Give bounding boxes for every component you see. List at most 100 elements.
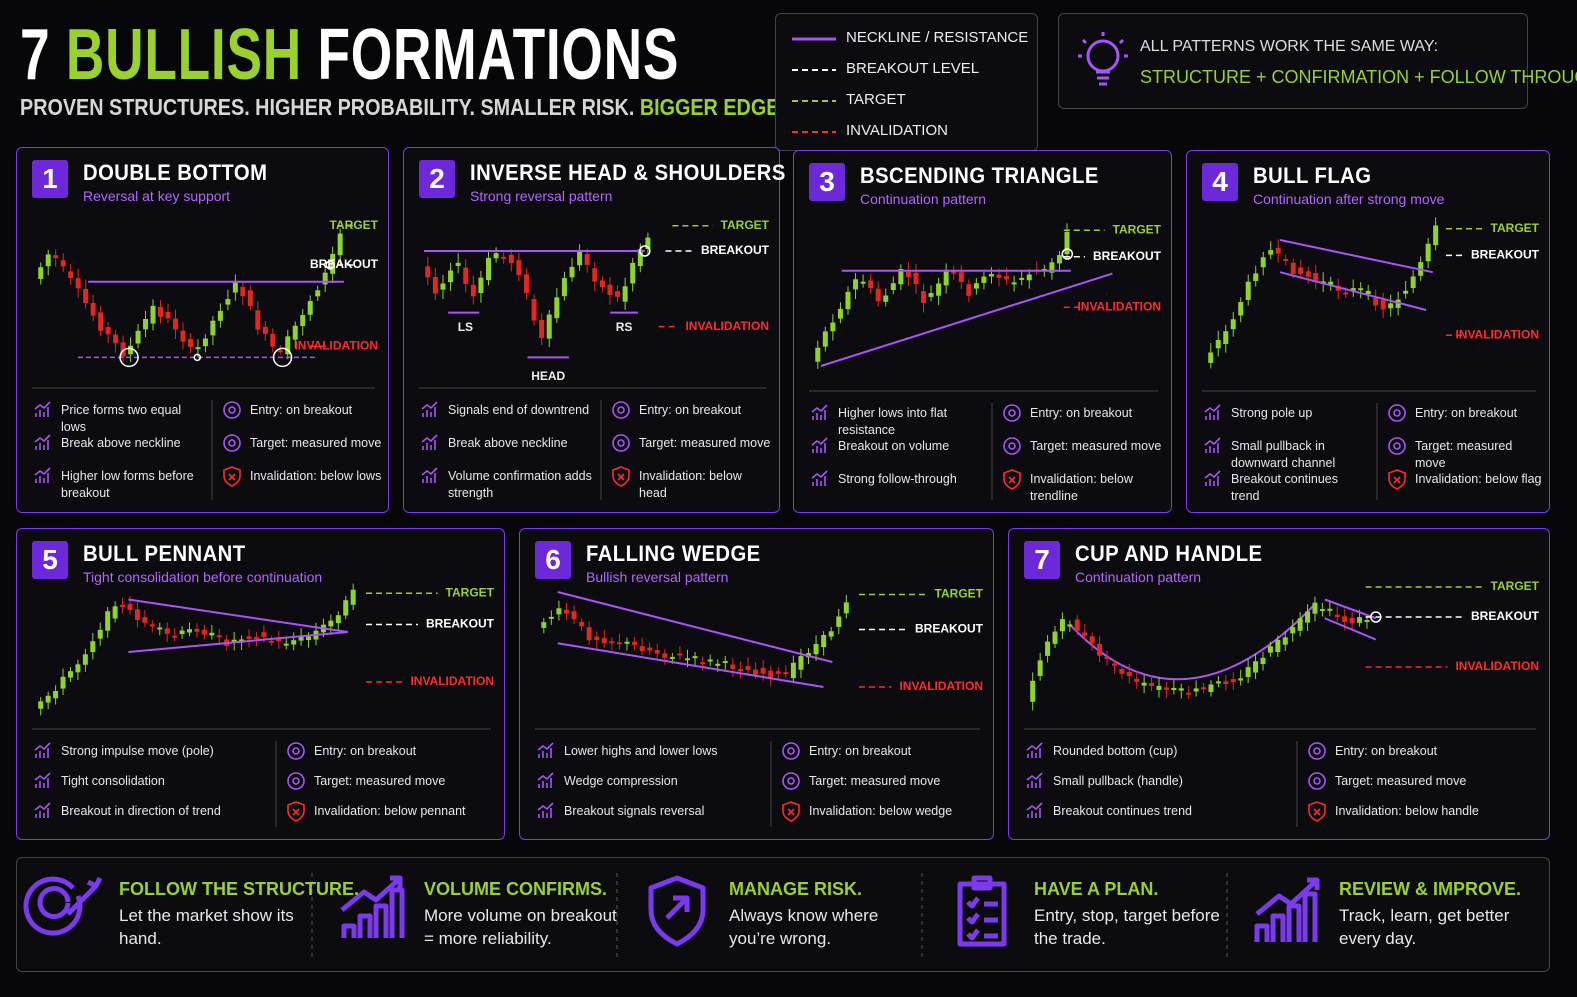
candle-body xyxy=(486,257,492,281)
icon-bars xyxy=(811,404,828,420)
right-point: Invalidation: below flag xyxy=(1415,472,1542,486)
candle-body xyxy=(669,656,675,659)
footer-icons xyxy=(23,873,1320,958)
icon-invalidation xyxy=(223,466,241,487)
candle-body xyxy=(493,253,499,259)
legend-lines xyxy=(792,37,836,133)
candle-body xyxy=(913,272,919,285)
right-point: Target: measured move xyxy=(1030,439,1162,453)
pattern-number: 7 xyxy=(1024,541,1060,579)
candle-body xyxy=(322,272,328,285)
candle-body xyxy=(905,271,911,277)
target-label: TARGET xyxy=(1491,221,1540,235)
candle-body xyxy=(624,641,630,644)
icon-bars xyxy=(34,401,51,417)
candle-body xyxy=(822,331,828,347)
icon-bars xyxy=(1204,470,1221,486)
candle-body xyxy=(921,291,927,304)
candle-body xyxy=(448,270,454,283)
pattern-number: 2 xyxy=(419,160,455,198)
pivot-circle xyxy=(119,347,139,368)
candle-body xyxy=(1141,682,1147,686)
candle-body xyxy=(180,330,186,342)
pivot-label: HEAD xyxy=(531,369,565,383)
candle-body xyxy=(1171,687,1177,690)
footer-icon xyxy=(648,875,706,947)
candle-body xyxy=(1045,641,1051,656)
pattern-chart: TARGET BREAKOUT INVALIDATION xyxy=(32,583,495,827)
candle-body xyxy=(201,629,207,635)
candle-body xyxy=(516,260,522,276)
candle-body xyxy=(425,266,431,278)
legend-label: TARGET xyxy=(846,91,906,108)
invalidation-label: INVALIDATION xyxy=(1455,659,1539,673)
candle-body xyxy=(97,629,103,639)
left-point: Breakout continues trend xyxy=(1231,472,1339,503)
candle-body xyxy=(1275,639,1281,653)
candle-body xyxy=(637,249,643,267)
breakout-label: BREAKOUT xyxy=(1471,248,1540,262)
candle-body xyxy=(194,628,200,632)
candle-body xyxy=(142,617,148,623)
candle-body xyxy=(1245,667,1251,678)
icon-bars xyxy=(537,802,554,818)
candle-body xyxy=(1223,681,1229,685)
icon-bars xyxy=(34,434,51,450)
candle-body xyxy=(1026,274,1032,281)
left-point: Volume confirmation adds strength xyxy=(448,469,592,500)
right-point: Entry: on breakout xyxy=(250,403,353,417)
candle-body xyxy=(1056,255,1062,264)
candle-body xyxy=(1357,617,1363,623)
candle-body xyxy=(531,299,537,321)
pattern-chart: TARGET BREAKOUT INVALIDATION xyxy=(809,222,1162,500)
candle-body xyxy=(261,632,267,637)
candle-body xyxy=(350,589,356,605)
pattern-card: 3 BSCENDING TRIANGLE Continuation pattern T… xyxy=(793,150,1172,513)
left-point: Break above neckline xyxy=(448,436,568,450)
candle-body xyxy=(120,342,126,357)
pattern-line xyxy=(128,631,348,653)
footer-icon xyxy=(340,875,405,938)
candle-body xyxy=(210,320,216,336)
candle-body xyxy=(737,669,743,672)
candle-body xyxy=(579,622,585,627)
right-point: Target: measured move xyxy=(250,436,382,450)
candle-body xyxy=(988,274,994,277)
candle-body xyxy=(541,622,547,628)
pattern-subtitle: Continuation pattern xyxy=(860,191,987,207)
candle-body xyxy=(1238,302,1244,316)
pivot-circle xyxy=(193,353,202,362)
candle-body xyxy=(692,656,698,659)
candle-body xyxy=(45,695,51,703)
right-point: Invalidation: below lows xyxy=(250,469,382,483)
invalidation-label: INVALIDATION xyxy=(899,679,983,693)
header: 7 BULLISH FORMATIONS xyxy=(20,14,780,95)
target-label: TARGET xyxy=(446,585,495,599)
icon-invalidation xyxy=(1388,469,1406,490)
left-point: Higher lows into flat resistance xyxy=(838,406,948,437)
icon-target xyxy=(782,742,800,760)
breakout-label: BREAKOUT xyxy=(915,622,984,636)
candle-body xyxy=(82,654,88,665)
candle-body xyxy=(164,628,170,634)
right-point: Invalidation: below handle xyxy=(1335,804,1479,818)
candle-body xyxy=(556,608,562,615)
candle-body xyxy=(1327,608,1333,611)
right-point: Target: measured move xyxy=(639,436,771,450)
pattern-number: 5 xyxy=(32,541,68,579)
candle-body xyxy=(1082,632,1088,636)
candle-body xyxy=(584,254,590,265)
candle-body xyxy=(707,659,713,662)
candle-body xyxy=(113,334,119,344)
right-point: Target: measured move xyxy=(1335,774,1467,788)
pattern-subtitle: Continuation pattern xyxy=(1075,569,1202,585)
candle-body xyxy=(821,634,827,648)
candle-body xyxy=(67,671,73,678)
pattern-card: 5 BULL PENNANT Tight consolidation before … xyxy=(16,528,505,840)
icon-bars xyxy=(1026,802,1043,818)
candle-body xyxy=(775,671,781,674)
pivot-label: LS xyxy=(458,320,473,334)
pivot-circle xyxy=(325,260,336,270)
candle-body xyxy=(195,347,201,350)
candle-body xyxy=(1410,276,1416,289)
